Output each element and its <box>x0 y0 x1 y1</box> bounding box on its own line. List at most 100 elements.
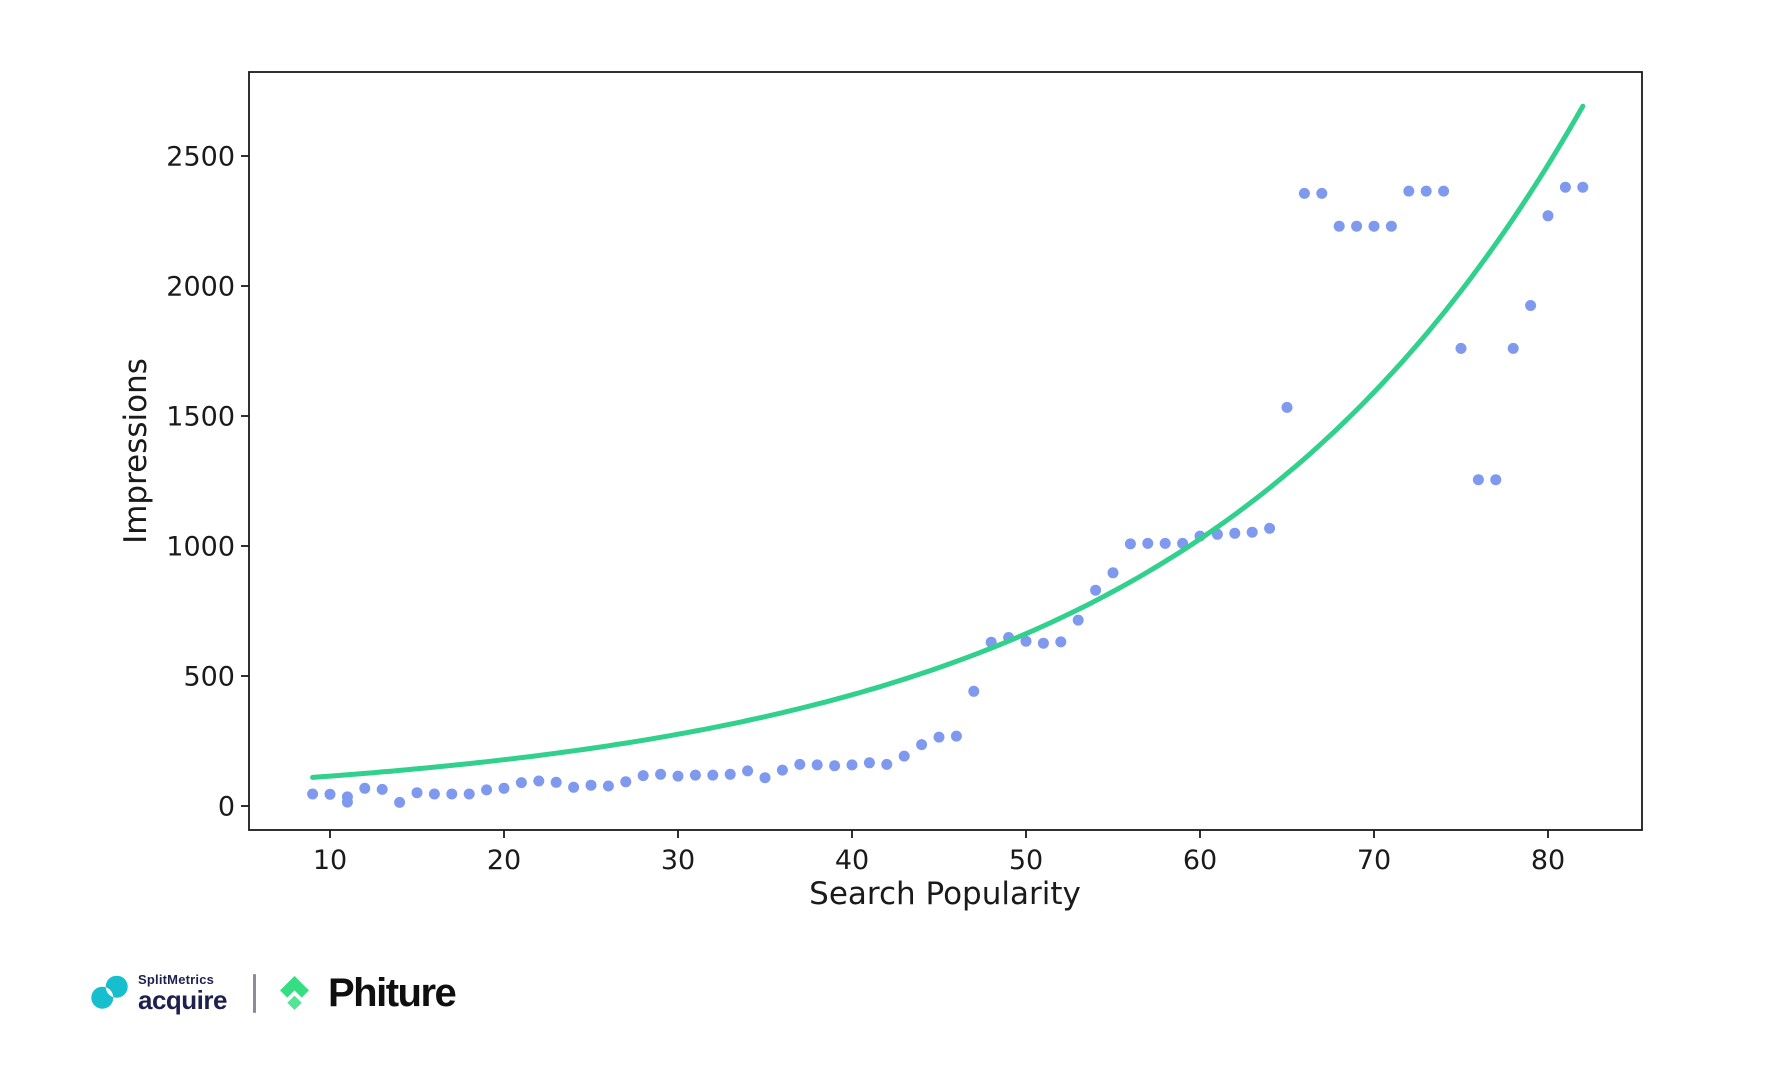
scatter-chart: 10 20 30 40 50 60 70 80 0 500 1000 1500 2000 2500 Sea… <box>118 71 1643 912</box>
scatter-point <box>811 759 823 771</box>
scatter-point <box>481 784 493 796</box>
x-tick-label: 10 <box>313 845 347 876</box>
scatter-point <box>637 770 649 782</box>
scatter-point <box>1090 584 1102 596</box>
scatter-point <box>759 772 771 784</box>
scatter-point <box>446 788 458 800</box>
x-tick-label: 70 <box>1357 845 1391 876</box>
scatter-point <box>776 764 788 776</box>
scatter-point <box>515 777 527 789</box>
scatter-point <box>1403 185 1415 197</box>
scatter-point <box>1316 187 1328 199</box>
phiture-wordmark: Phiture <box>328 970 457 1015</box>
scatter-point <box>1472 474 1484 486</box>
scatter-point <box>568 781 580 793</box>
x-tick-label: 80 <box>1531 845 1565 876</box>
diamond-chevron-icon <box>280 976 309 1010</box>
scatter-point <box>394 796 406 808</box>
y-tick-label: 500 <box>183 662 235 693</box>
x-tick-label: 30 <box>661 845 695 876</box>
scatter-point <box>1281 401 1293 413</box>
scatter-point <box>498 782 510 794</box>
splitmetrics-brand-bottom: acquire <box>138 985 228 1015</box>
y-tick-label: 0 <box>218 792 235 823</box>
scatter-point <box>1020 635 1032 647</box>
scatter-point <box>846 759 858 771</box>
y-tick-label: 2500 <box>166 142 235 173</box>
scatter-point <box>1420 185 1432 197</box>
scatter-point <box>968 685 980 697</box>
logo-divider <box>253 973 256 1013</box>
scatter-point <box>1438 185 1450 197</box>
scatter-point <box>707 769 719 781</box>
scatter-point <box>1264 522 1276 534</box>
y-axis-label: Impressions <box>118 358 154 544</box>
scatter-point <box>1072 614 1084 626</box>
scatter-point <box>1298 187 1310 199</box>
scatter-point <box>602 780 614 792</box>
scatter-point <box>1351 220 1363 232</box>
x-tick-label: 40 <box>835 845 869 876</box>
scatter-point <box>428 788 440 800</box>
scatter-point <box>1559 181 1571 193</box>
phiture-logo: Phiture <box>280 970 457 1016</box>
scatter-point <box>307 788 319 800</box>
scatter-point <box>620 776 632 788</box>
scatter-point <box>1107 567 1119 579</box>
plot-border <box>248 71 1643 831</box>
scatter-point <box>1490 474 1502 486</box>
scatter-point <box>916 739 928 751</box>
scatter-points <box>307 181 1589 808</box>
scatter-point <box>1037 637 1049 649</box>
scatter-point <box>463 788 475 800</box>
scatter-point <box>742 765 754 777</box>
scatter-point <box>863 757 875 769</box>
scatter-point <box>1368 220 1380 232</box>
scatter-point <box>359 782 371 794</box>
scatter-point <box>585 779 597 791</box>
scatter-point <box>672 770 684 782</box>
scatter-point <box>1124 538 1136 550</box>
y-tick-label: 1000 <box>166 532 235 563</box>
scatter-point <box>1542 210 1554 222</box>
scatter-point <box>724 768 736 780</box>
x-tick-label: 60 <box>1183 845 1217 876</box>
splitmetrics-logo: SplitMetrics acquire <box>90 972 228 1015</box>
overlapping-circles-icon <box>91 975 128 1009</box>
scatter-point <box>376 783 388 795</box>
scatter-point <box>533 775 545 787</box>
footer-logos: SplitMetrics acquire Phiture <box>90 970 457 1016</box>
y-tick-label: 1500 <box>166 402 235 433</box>
scatter-point <box>1333 220 1345 232</box>
x-tick-label: 20 <box>487 845 521 876</box>
axis-ticks: 10 20 30 40 50 60 70 80 0 500 1000 1500 2000 2500 <box>166 142 1565 877</box>
scatter-point <box>933 731 945 743</box>
scatter-point <box>950 730 962 742</box>
scatter-point <box>1577 181 1589 193</box>
scatter-point <box>1142 537 1154 549</box>
splitmetrics-wordmark: SplitMetrics acquire <box>138 972 228 1015</box>
scatter-point <box>324 788 336 800</box>
scatter-point <box>550 776 562 788</box>
scatter-point <box>898 750 910 762</box>
scatter-point <box>689 769 701 781</box>
scatter-point <box>1159 537 1171 549</box>
scatter-point <box>1455 342 1467 354</box>
scatter-point <box>829 760 841 772</box>
scatter-point <box>655 768 667 780</box>
splitmetrics-brand-top: SplitMetrics <box>138 972 215 987</box>
scatter-point <box>1055 636 1067 648</box>
scatter-point <box>341 796 353 808</box>
scatter-point <box>794 758 806 770</box>
y-tick-label: 2000 <box>166 272 235 303</box>
scatter-point <box>411 787 423 799</box>
x-tick-label: 50 <box>1009 845 1043 876</box>
scatter-point <box>1507 342 1519 354</box>
x-axis-label: Search Popularity <box>809 876 1081 912</box>
scatter-point <box>1525 300 1537 311</box>
trend-line <box>310 103 1586 780</box>
scatter-point <box>1229 527 1241 539</box>
scatter-point <box>1246 526 1258 538</box>
scatter-point <box>1385 220 1397 232</box>
